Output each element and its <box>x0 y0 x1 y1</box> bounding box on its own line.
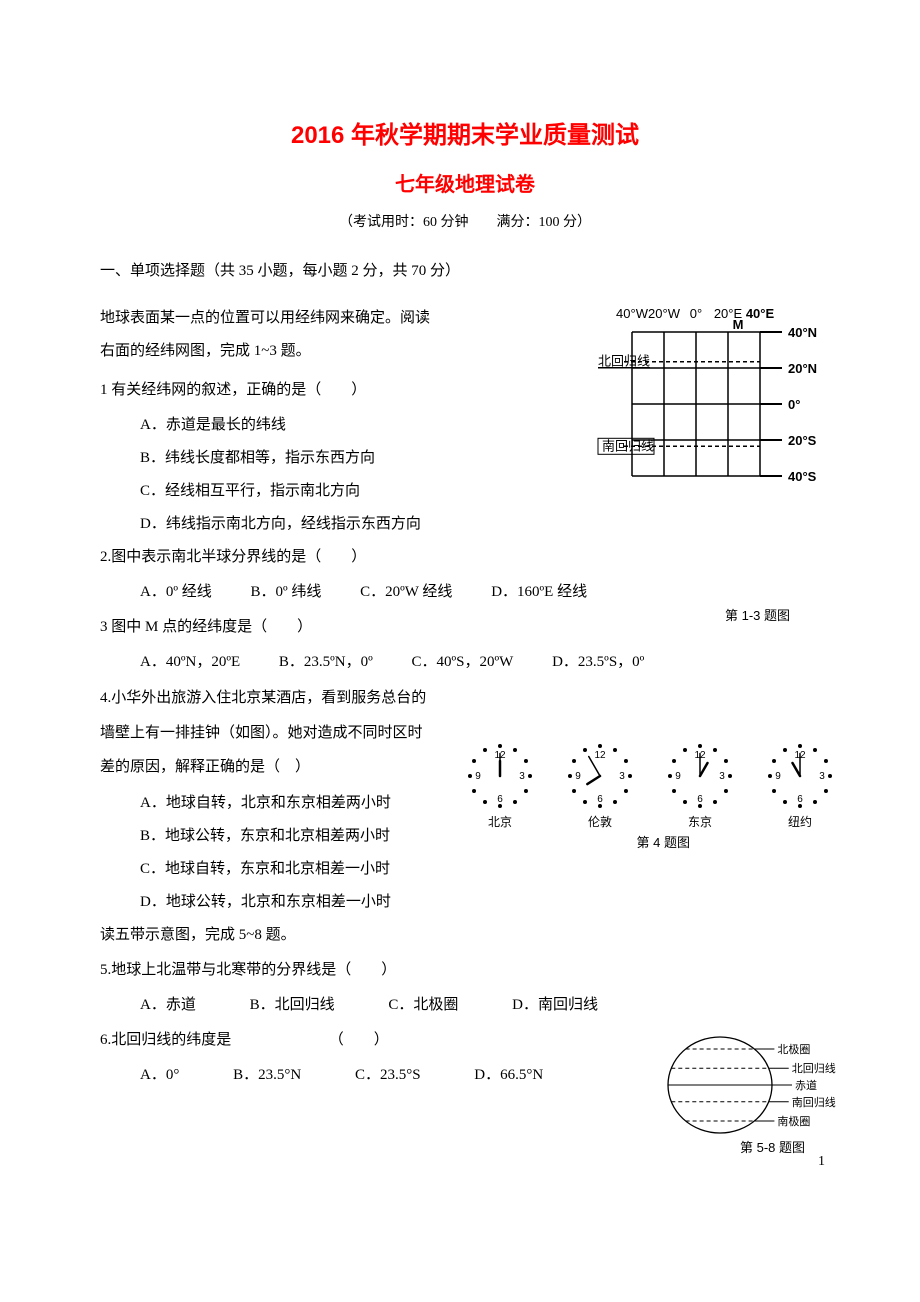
q2-options: A．0º 经线 B．0º 纬线 C．20ºW 经线 D．160ºE 经线 <box>100 576 830 609</box>
svg-text:北回归线: 北回归线 <box>792 1061 836 1075</box>
svg-text:6: 6 <box>697 794 703 805</box>
figure-grid: 40°W20°W0°20°E40°E40°N20°N0°20°S40°SM北回归… <box>590 300 850 515</box>
intro-1-3: 地球表面某一点的位置可以用经纬网来确定。阅读右面的经纬网图，完成 1~3 题。 <box>100 310 430 359</box>
svg-text:40°W: 40°W <box>616 306 649 321</box>
svg-text:3: 3 <box>619 771 625 782</box>
svg-text:9: 9 <box>675 771 681 782</box>
q3-opt-d: D．23.5ºS，0º <box>552 646 644 679</box>
svg-text:南回归线: 南回归线 <box>602 438 654 453</box>
page-title-1: 2016 年秋学期期末学业质量测试 <box>100 115 830 150</box>
svg-text:纽约: 纽约 <box>788 814 812 829</box>
q2-opt-a: A．0º 经线 <box>140 576 212 609</box>
q4-opt-c: C．地球自转，东京和北京相差一小时 <box>100 853 830 886</box>
svg-text:3: 3 <box>719 771 725 782</box>
q6-opt-d: D．66.5°N <box>474 1059 543 1092</box>
svg-text:北回归线: 北回归线 <box>598 354 650 369</box>
section-header: 一、单项选择题（共 35 小题，每小题 2 分，共 70 分） <box>100 259 830 280</box>
svg-text:12: 12 <box>594 750 606 761</box>
q3-opt-a: A．40ºN，20ºE <box>140 646 240 679</box>
q4-stem: 4.小华外出旅游入住北京某酒店，看到服务总台的墙壁上有一排挂钟（如图）。她对造成… <box>100 681 430 785</box>
q3-opt-b: B．23.5ºN，0º <box>279 646 373 679</box>
q2-stem: 2.图中表示南北半球分界线的是（ ） <box>100 541 830 574</box>
q5-opt-a: A．赤道 <box>140 989 196 1022</box>
svg-text:9: 9 <box>775 771 781 782</box>
svg-text:0°: 0° <box>690 306 702 321</box>
svg-text:南极圈: 南极圈 <box>777 1114 810 1128</box>
svg-text:0°: 0° <box>788 397 800 412</box>
q4-opt-d: D．地球公转，北京和东京相差一小时 <box>100 886 830 919</box>
intro-5-8: 读五带示意图，完成 5~8 题。 <box>100 919 830 952</box>
svg-text:赤道: 赤道 <box>795 1078 817 1092</box>
q6-opt-b: B．23.5°N <box>233 1059 301 1092</box>
svg-text:伦敦: 伦敦 <box>588 814 612 829</box>
page-title-2: 七年级地理试卷 <box>100 168 830 197</box>
svg-text:9: 9 <box>475 771 481 782</box>
figure-zones: 北极圈北回归线赤道南回归线南极圈 <box>660 1035 855 1140</box>
exam-meta: （考试用时：60 分钟 满分：100 分） <box>100 211 830 231</box>
svg-text:40°E: 40°E <box>746 306 775 321</box>
svg-text:北极圈: 北极圈 <box>777 1042 810 1056</box>
svg-text:6: 6 <box>797 794 803 805</box>
svg-text:40°N: 40°N <box>788 325 817 340</box>
q6-opt-c: C．23.5°S <box>355 1059 421 1092</box>
figure-grid-label: 第 1-3 题图 <box>725 605 790 624</box>
svg-text:南回归线: 南回归线 <box>792 1095 836 1109</box>
svg-text:40°S: 40°S <box>788 469 817 484</box>
figure-clocks-label: 第 4 题图 <box>637 832 690 851</box>
svg-text:6: 6 <box>497 794 503 805</box>
q3-stem: 3 图中 M 点的经纬度是（ ） <box>100 611 830 644</box>
svg-text:6: 6 <box>597 794 603 805</box>
q5-opt-d: D．南回归线 <box>512 989 598 1022</box>
q2-opt-b: B．0º 纬线 <box>250 576 321 609</box>
svg-text:东京: 东京 <box>688 815 712 829</box>
q5-opt-b: B．北回归线 <box>250 989 335 1022</box>
q5-stem: 5.地球上北温带与北寒带的分界线是（ ） <box>100 954 830 987</box>
svg-text:9: 9 <box>575 771 581 782</box>
svg-text:北京: 北京 <box>488 815 512 829</box>
figure-zones-label: 第 5-8 题图 <box>740 1137 805 1156</box>
q3-options: A．40ºN，20ºE B．23.5ºN，0º C．40ºS，20ºW D．23… <box>100 646 830 679</box>
q3-opt-c: C．40ºS，20ºW <box>412 646 514 679</box>
q2-opt-d: D．160ºE 经线 <box>491 576 587 609</box>
svg-text:20°N: 20°N <box>788 361 817 376</box>
q5-opt-c: C．北极圈 <box>388 989 458 1022</box>
q2-opt-c: C．20ºW 经线 <box>360 576 452 609</box>
q6-opt-a: A．0° <box>140 1059 179 1092</box>
svg-text:M: M <box>733 317 744 332</box>
q5-options: A．赤道 B．北回归线 C．北极圈 D．南回归线 <box>100 989 830 1022</box>
figure-clocks: 12369北京12369伦敦12369东京12369纽约 <box>460 738 850 838</box>
svg-text:20°S: 20°S <box>788 433 817 448</box>
svg-text:3: 3 <box>519 771 525 782</box>
svg-text:20°W: 20°W <box>648 306 681 321</box>
svg-text:3: 3 <box>819 771 825 782</box>
